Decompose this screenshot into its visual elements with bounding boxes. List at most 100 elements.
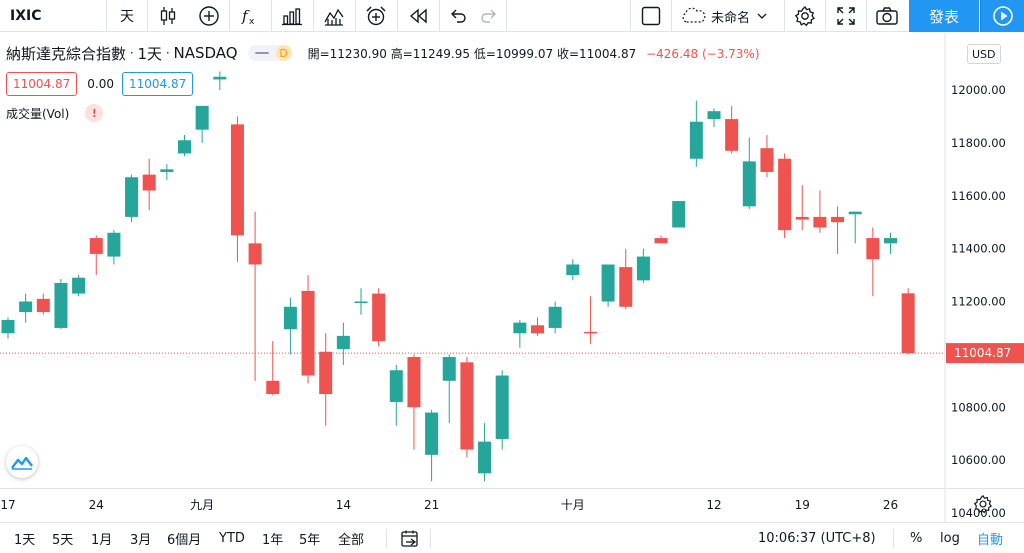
candle-body [531, 325, 544, 334]
replay-button[interactable] [398, 0, 438, 32]
play-button[interactable] [980, 0, 1024, 32]
square-icon [641, 6, 661, 26]
candle [89, 235, 103, 276]
price-chart[interactable]: 10400.00 10600.00 10800.00 11200.00 11400.00… [0, 33, 1024, 522]
axis-settings-button[interactable] [971, 493, 995, 515]
candle-body [160, 169, 174, 172]
last-price-tag-bg [946, 343, 1024, 364]
candle [831, 206, 845, 254]
tradingview-logo[interactable] [6, 446, 38, 478]
clock-time[interactable]: 10:06:37 (UTC+8) [758, 531, 876, 546]
interval-label: 天 [120, 9, 134, 25]
candle-body [778, 158, 792, 231]
candle [601, 264, 615, 307]
range-6m[interactable]: 6個月 [167, 533, 202, 548]
candle-body [654, 238, 668, 244]
interval-button[interactable]: 天 [107, 0, 147, 32]
candle [425, 409, 439, 482]
candle-body [266, 380, 280, 395]
settings-button[interactable] [785, 0, 825, 32]
candle [230, 116, 244, 262]
candle [54, 279, 68, 330]
candle-body [389, 370, 403, 402]
candles-layer [1, 71, 915, 482]
candle-body [689, 121, 703, 159]
percent-toggle[interactable]: % [910, 531, 923, 546]
range-5y[interactable]: 5年 [299, 533, 321, 548]
candle-body [831, 216, 845, 223]
range-1m[interactable]: 1月 [91, 533, 113, 548]
candle [354, 288, 368, 315]
financials-button[interactable] [272, 0, 312, 32]
chart-style-button[interactable] [148, 0, 188, 32]
candle [283, 297, 297, 355]
range-ytd[interactable]: YTD [219, 531, 245, 546]
compare-button[interactable] [190, 0, 228, 32]
publish-label: 發表 [928, 7, 959, 26]
candle-body [54, 283, 68, 328]
candle-body [795, 216, 809, 220]
candle-body [742, 161, 756, 207]
bottom-toolbar: 1天 5天 1月 3月 6個月 YTD 1年 5年 全部 10:06:37 (U… [0, 522, 1024, 553]
warning-icon[interactable]: ! [85, 104, 104, 122]
log-toggle[interactable]: log [940, 531, 960, 546]
range-3m[interactable]: 3月 [130, 533, 152, 548]
index-name[interactable]: 納斯達克綜合指數 [6, 44, 127, 63]
goto-date-button[interactable] [400, 523, 422, 553]
delayed-data-badge[interactable]: D [247, 45, 292, 61]
time-axis[interactable]: 17 24 九月 14 21 十月 12 19 26 [0, 498, 898, 512]
y-tick-label: 11400.00 [951, 242, 1006, 256]
alert-button[interactable] [356, 0, 396, 32]
candle-body [495, 375, 509, 439]
range-1d[interactable]: 1天 [14, 533, 36, 548]
candle-body [848, 211, 862, 215]
camera-icon [876, 7, 898, 25]
y-tick-label: 10600.00 [951, 453, 1006, 467]
candle-body [601, 264, 615, 302]
undo-button[interactable] [440, 0, 476, 32]
candle [160, 164, 174, 180]
candle [795, 185, 809, 231]
volume-label[interactable]: 成交量(Vol) [6, 106, 70, 121]
svg-text:f: f [241, 7, 250, 25]
candle-body [583, 331, 597, 334]
buy-price-button[interactable]: 11004.87 [121, 72, 194, 96]
candle [213, 71, 227, 91]
symbol-search-button[interactable]: IXIC [0, 0, 106, 32]
sell-price-button[interactable]: 11004.87 [6, 72, 78, 96]
cloud-icon [682, 7, 706, 23]
candle-body [213, 76, 227, 80]
gear-icon [973, 494, 993, 514]
candle [142, 158, 156, 211]
candle [707, 108, 721, 128]
auto-scale-toggle[interactable]: 自動 [977, 533, 1004, 548]
candle [372, 288, 386, 347]
minus-icon [254, 52, 269, 54]
fullscreen-select-button[interactable] [631, 0, 671, 32]
candle [654, 235, 668, 244]
snapshot-button[interactable] [867, 0, 907, 32]
candle-body [866, 238, 880, 260]
candle-body [672, 201, 686, 228]
candle [72, 275, 86, 297]
candle-body [425, 412, 439, 455]
templates-button[interactable] [314, 0, 354, 32]
fullscreen-button[interactable] [826, 0, 866, 32]
candle [1, 317, 15, 339]
publish-button[interactable]: 發表 [909, 0, 979, 32]
volume-indicator-legend: 成交量(Vol) ! [6, 104, 104, 122]
x-tick-label: 17 [0, 498, 15, 512]
range-5d[interactable]: 5天 [52, 533, 74, 548]
x-tick-label: 26 [883, 498, 898, 512]
layout-name-button[interactable]: 未命名 [672, 0, 784, 32]
price-axis[interactable]: 10400.00 10600.00 10800.00 11200.00 11400.00… [951, 83, 1006, 520]
y-tick-label: 10400.00 [951, 506, 1006, 520]
candle-body [142, 174, 156, 191]
candle [19, 293, 33, 323]
range-all[interactable]: 全部 [338, 533, 365, 548]
range-1y[interactable]: 1年 [262, 533, 284, 548]
candle [178, 134, 191, 157]
redo-button[interactable] [472, 0, 506, 32]
currency-badge[interactable]: USD [967, 44, 1001, 64]
